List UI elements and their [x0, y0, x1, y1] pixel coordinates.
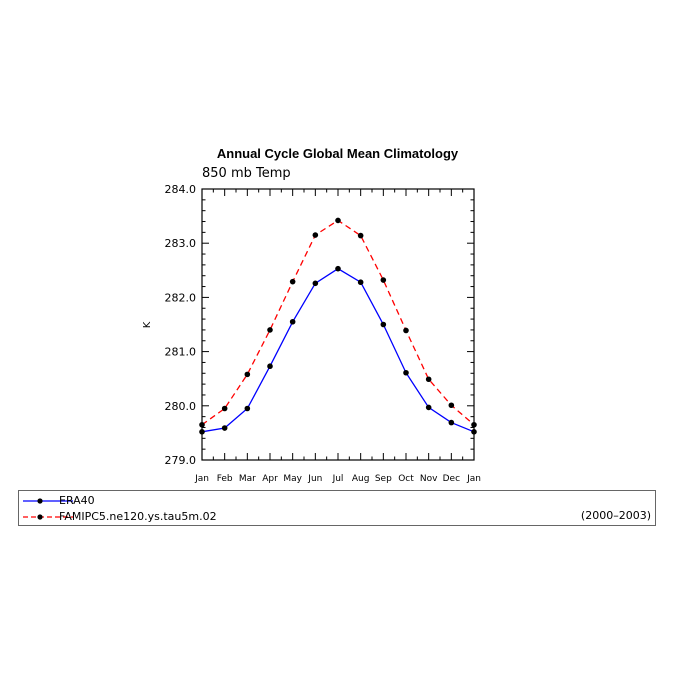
- legend-label-famipc5: FAMIPC5.ne120.ys.tau5m.02: [59, 510, 217, 523]
- x-tick-label: Apr: [262, 474, 278, 484]
- legend-item-famipc5: FAMIPC5.ne120.ys.tau5m.02: [19, 509, 655, 525]
- data-point: [380, 277, 387, 283]
- x-tick-label: Jun: [307, 474, 322, 484]
- data-point: [380, 321, 387, 328]
- data-point: [199, 421, 205, 428]
- data-point: [471, 429, 477, 435]
- data-point: [335, 265, 341, 272]
- y-tick-label: 280.0: [165, 400, 197, 413]
- data-point: [471, 421, 477, 428]
- data-point: [448, 402, 455, 409]
- x-tick-label: Dec: [443, 474, 460, 484]
- series-line-1: [201, 219, 475, 426]
- x-tick-label: Nov: [420, 474, 438, 484]
- ticks-layer: 279.0 280.0 281.0 282.0 283.0 284.0 Jan Feb Mar A…: [165, 183, 481, 484]
- legend-swatch-era40: [23, 498, 73, 504]
- x-tick-label: Jan: [194, 474, 209, 484]
- chart-title: Annual Cycle Global Mean Climatology: [216, 146, 459, 161]
- data-point: [312, 280, 319, 287]
- y-tick-label: 283.0: [165, 237, 197, 250]
- y-tick-label: 284.0: [165, 183, 197, 196]
- data-point: [289, 278, 296, 285]
- x-tick-label: Oct: [398, 474, 414, 484]
- data-point: [357, 232, 364, 239]
- y-tick-label: 282.0: [165, 291, 197, 304]
- legend-swatch-famipc5: [23, 514, 73, 520]
- data-point: [448, 419, 455, 426]
- data-point: [425, 376, 432, 383]
- series-lines: [201, 219, 475, 433]
- legend-item-era40: ERA40: [19, 493, 655, 509]
- y-axis-label: K: [142, 321, 153, 328]
- data-point: [221, 405, 228, 412]
- series-line-0: [201, 267, 475, 433]
- chart-subtitle: 850 mb Temp: [202, 166, 291, 181]
- legend: ERA40 FAMIPC5.ne120.ys.tau5m.02 (2000–20…: [18, 490, 656, 526]
- data-point: [357, 279, 364, 286]
- data-point: [312, 232, 319, 238]
- x-tick-label: Jul: [332, 474, 344, 484]
- x-tick-label: Mar: [239, 474, 256, 484]
- series-markers: [199, 217, 477, 435]
- data-point: [335, 217, 341, 224]
- plot-frame: [201, 188, 475, 461]
- legend-label-era40: ERA40: [59, 494, 95, 507]
- y-tick-label: 281.0: [165, 346, 197, 359]
- data-point: [221, 425, 228, 431]
- data-point: [403, 327, 409, 334]
- y-tick-label: 279.0: [165, 454, 197, 467]
- data-point: [425, 404, 432, 411]
- data-point: [403, 369, 409, 376]
- x-tick-label: Jan: [466, 474, 481, 484]
- data-point: [289, 318, 296, 325]
- data-point: [244, 371, 251, 378]
- x-tick-label: May: [283, 474, 302, 484]
- data-point: [267, 363, 273, 370]
- data-point: [199, 429, 205, 435]
- data-point: [267, 327, 273, 333]
- x-tick-label: Feb: [217, 474, 233, 484]
- legend-period: (2000–2003): [580, 509, 651, 522]
- x-tick-label: Sep: [375, 474, 392, 484]
- x-tick-label: Aug: [352, 474, 370, 484]
- data-point: [244, 405, 251, 412]
